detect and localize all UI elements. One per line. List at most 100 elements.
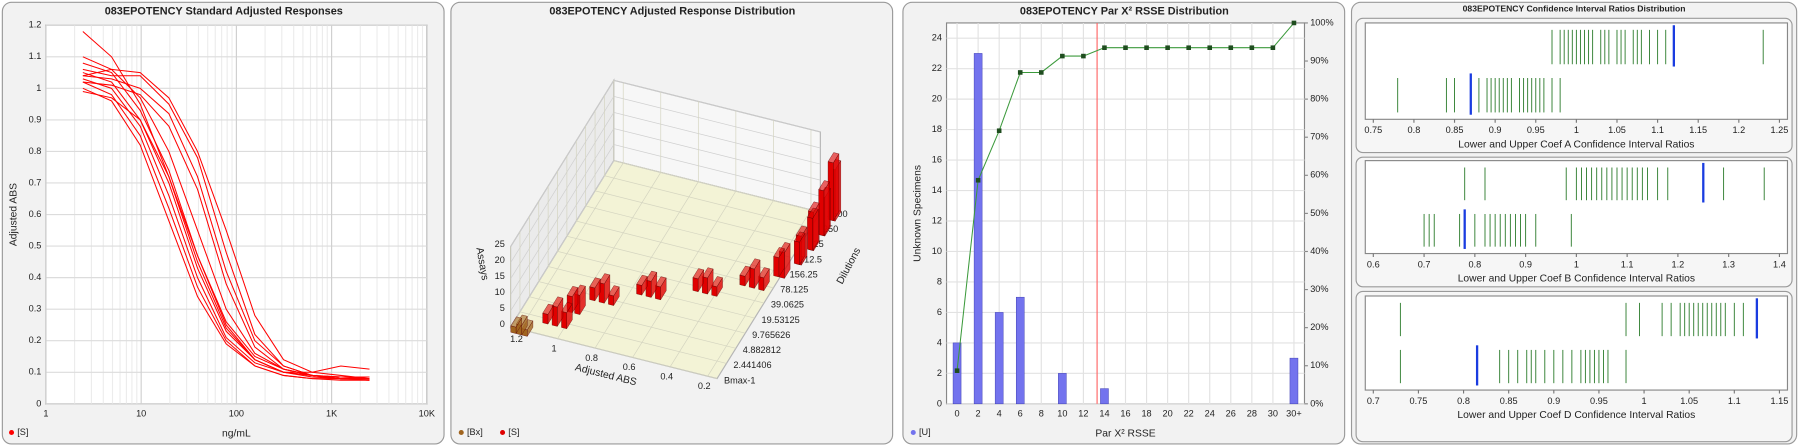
y-tick-label: 12 <box>932 215 942 225</box>
line-marker <box>1123 45 1128 50</box>
x-tick-label: 0.6 <box>623 362 636 372</box>
bar-top <box>542 303 554 315</box>
plot-area <box>1364 22 1789 120</box>
line-marker <box>1249 45 1255 50</box>
y-tick-label: 1.1 <box>29 51 42 61</box>
bar-front <box>589 286 596 302</box>
grid-line <box>594 110 802 243</box>
bar <box>1015 296 1025 405</box>
x-tick-label: 1 <box>43 409 48 419</box>
bar-front <box>711 285 718 297</box>
x-tick-label: 30+ <box>1286 409 1302 419</box>
y2-tick-label: 80% <box>1310 94 1328 104</box>
grid-line <box>585 125 793 258</box>
x-tick-label: 8 <box>1039 409 1044 419</box>
y-tick-label: 78.125 <box>780 285 808 295</box>
y-tick-label: 9.765626 <box>752 330 790 340</box>
bar <box>773 247 785 278</box>
y-tick-label: 0.2 <box>29 335 42 345</box>
y-tick-label: 156.25 <box>790 269 818 279</box>
bar-top <box>566 286 579 297</box>
z-tick-label: 5 <box>500 303 505 313</box>
y-tick-label: 0.3 <box>29 304 42 314</box>
x-tick-label: 22 <box>1184 409 1194 419</box>
y-tick-label: 0.6 <box>29 209 42 219</box>
bar-front <box>636 283 642 296</box>
x-tick-label: 26 <box>1226 409 1236 419</box>
y-tick-label: 20 <box>932 94 942 104</box>
x-tick-label: 2 <box>976 409 981 419</box>
x-tick-label: 0.95 <box>1527 125 1545 135</box>
chart-title: 083EPOTENCY Confidence Interval Ratios D… <box>1463 3 1686 13</box>
plot-area <box>1364 295 1789 391</box>
y-tick-label: 1 <box>36 83 41 93</box>
x-axis-label: ng/mL <box>222 428 251 439</box>
x-tick-label: 0.2 <box>698 381 711 391</box>
x-tick-label: 1.25 <box>1771 125 1789 135</box>
y-tick-label: 0 <box>937 398 942 408</box>
bar-top <box>827 152 840 164</box>
bar <box>598 273 611 304</box>
y-axis-label: Unknown Specimens <box>913 165 924 262</box>
x-tick-label: 6 <box>1018 409 1023 419</box>
line-marker <box>975 177 981 183</box>
x-tick-label: 1 <box>1574 125 1579 135</box>
line-marker <box>1207 45 1213 50</box>
x-tick-label: 24 <box>1205 409 1215 419</box>
bar-top <box>589 277 601 289</box>
y-tick-label: 10 <box>932 246 942 256</box>
y-tick-label: 24 <box>932 33 942 43</box>
bar <box>589 277 601 302</box>
bar-top <box>551 296 564 308</box>
bar-top <box>701 267 714 279</box>
line-marker <box>1228 45 1234 50</box>
grid-line <box>566 155 774 289</box>
bar <box>739 265 751 287</box>
legend-label: [Bx] <box>467 427 483 437</box>
y2-tick-label: 100% <box>1310 17 1333 27</box>
data-line <box>82 56 370 380</box>
x-tick-label: 0.85 <box>1500 396 1518 406</box>
x-tick-label: 1.3 <box>1722 259 1735 269</box>
grid-line <box>529 216 736 349</box>
bar-front <box>739 274 746 287</box>
x-tick-label: 0.9 <box>1519 259 1532 269</box>
bar-top <box>692 268 705 280</box>
y-tick-label: 312.5 <box>799 254 822 264</box>
bar-top <box>773 247 785 258</box>
bar-top <box>748 258 761 270</box>
x-tick-label: 0.75 <box>1364 125 1382 135</box>
bar <box>692 268 705 293</box>
y-tick-label: 0.9 <box>29 114 42 124</box>
x-tick-label: 0.85 <box>1446 125 1464 135</box>
x-tick-label: 1.1 <box>1651 125 1664 135</box>
x-tick-label: 0.4 <box>660 372 673 382</box>
y-tick-label: 19.53125 <box>762 315 800 325</box>
data-line <box>82 81 370 380</box>
x-tick-label: 0.9 <box>1547 396 1560 406</box>
x-tick-label: 0 <box>955 409 960 419</box>
line-marker <box>1186 45 1191 50</box>
x-axis-label: Par X² RSSE <box>1095 428 1155 439</box>
x-axis-label: Lower and Upper Coef A Confidence Interv… <box>1458 139 1694 150</box>
y2-tick-label: 10% <box>1310 360 1328 370</box>
bar <box>748 258 761 289</box>
x-tick-label: 1 <box>552 343 557 353</box>
z-tick-label: 0 <box>500 319 505 329</box>
x-tick-label: 4 <box>997 409 1002 419</box>
x-tick-label: 1.05 <box>1608 125 1626 135</box>
x-tick-label: 0.95 <box>1590 396 1608 406</box>
y-tick-label: 6 <box>937 307 942 317</box>
bar <box>608 285 620 307</box>
bar <box>952 342 962 405</box>
y-tick-label: 2 <box>937 368 942 378</box>
grid-line <box>547 186 755 319</box>
bar-top <box>645 270 658 282</box>
bar-front <box>794 240 800 265</box>
x-tick-label: 1K <box>326 409 337 419</box>
x-tick-label: 16 <box>1120 409 1130 419</box>
z-tick-label: 20 <box>495 255 505 265</box>
y-axis-label: Adjusted ABS <box>9 183 20 246</box>
bar-top <box>758 267 770 279</box>
bar-front <box>608 294 614 306</box>
